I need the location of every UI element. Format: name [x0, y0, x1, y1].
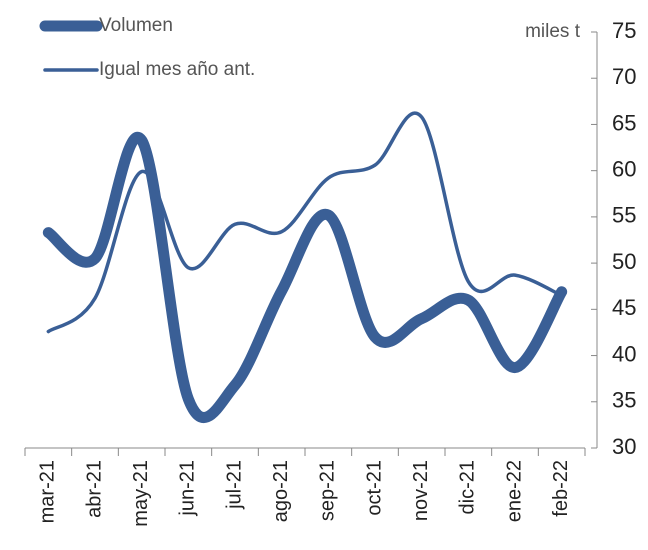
x-tick-label: ene-22: [503, 460, 525, 522]
legend-label: Igual mes año ant.: [99, 59, 255, 80]
x-tick-label: feb-22: [550, 460, 572, 517]
y-tick-label: 75: [612, 18, 636, 43]
y-tick-label: 40: [612, 341, 636, 366]
x-tick-label: ago-21: [270, 460, 292, 522]
legend-label: Volumen: [99, 15, 173, 36]
y-tick-label: 55: [612, 203, 636, 228]
series-line: [46, 111, 564, 334]
y-tick-label: 65: [612, 110, 636, 135]
x-tick-label: jun-21: [177, 460, 199, 517]
x-tick-label: nov-21: [410, 460, 432, 521]
x-tick-label: jul-21: [223, 460, 245, 510]
y-tick-label: 50: [612, 249, 636, 274]
x-tick-label: dic-21: [457, 460, 479, 514]
y-tick-label: 60: [612, 156, 636, 181]
y-tick-label: 30: [612, 434, 636, 459]
x-tick-label: oct-21: [363, 460, 385, 516]
x-tick-label: abr-21: [83, 460, 105, 518]
y-tick-label: 45: [612, 295, 636, 320]
y-tick-label: 35: [612, 388, 636, 413]
series-line: [42, 131, 568, 423]
x-tick-label: mar-21: [37, 460, 59, 523]
x-tick-label: may-21: [130, 460, 152, 527]
y-tick-label: 70: [612, 64, 636, 89]
y-axis-label: miles t: [525, 21, 581, 42]
x-tick-label: sep-21: [317, 460, 339, 521]
